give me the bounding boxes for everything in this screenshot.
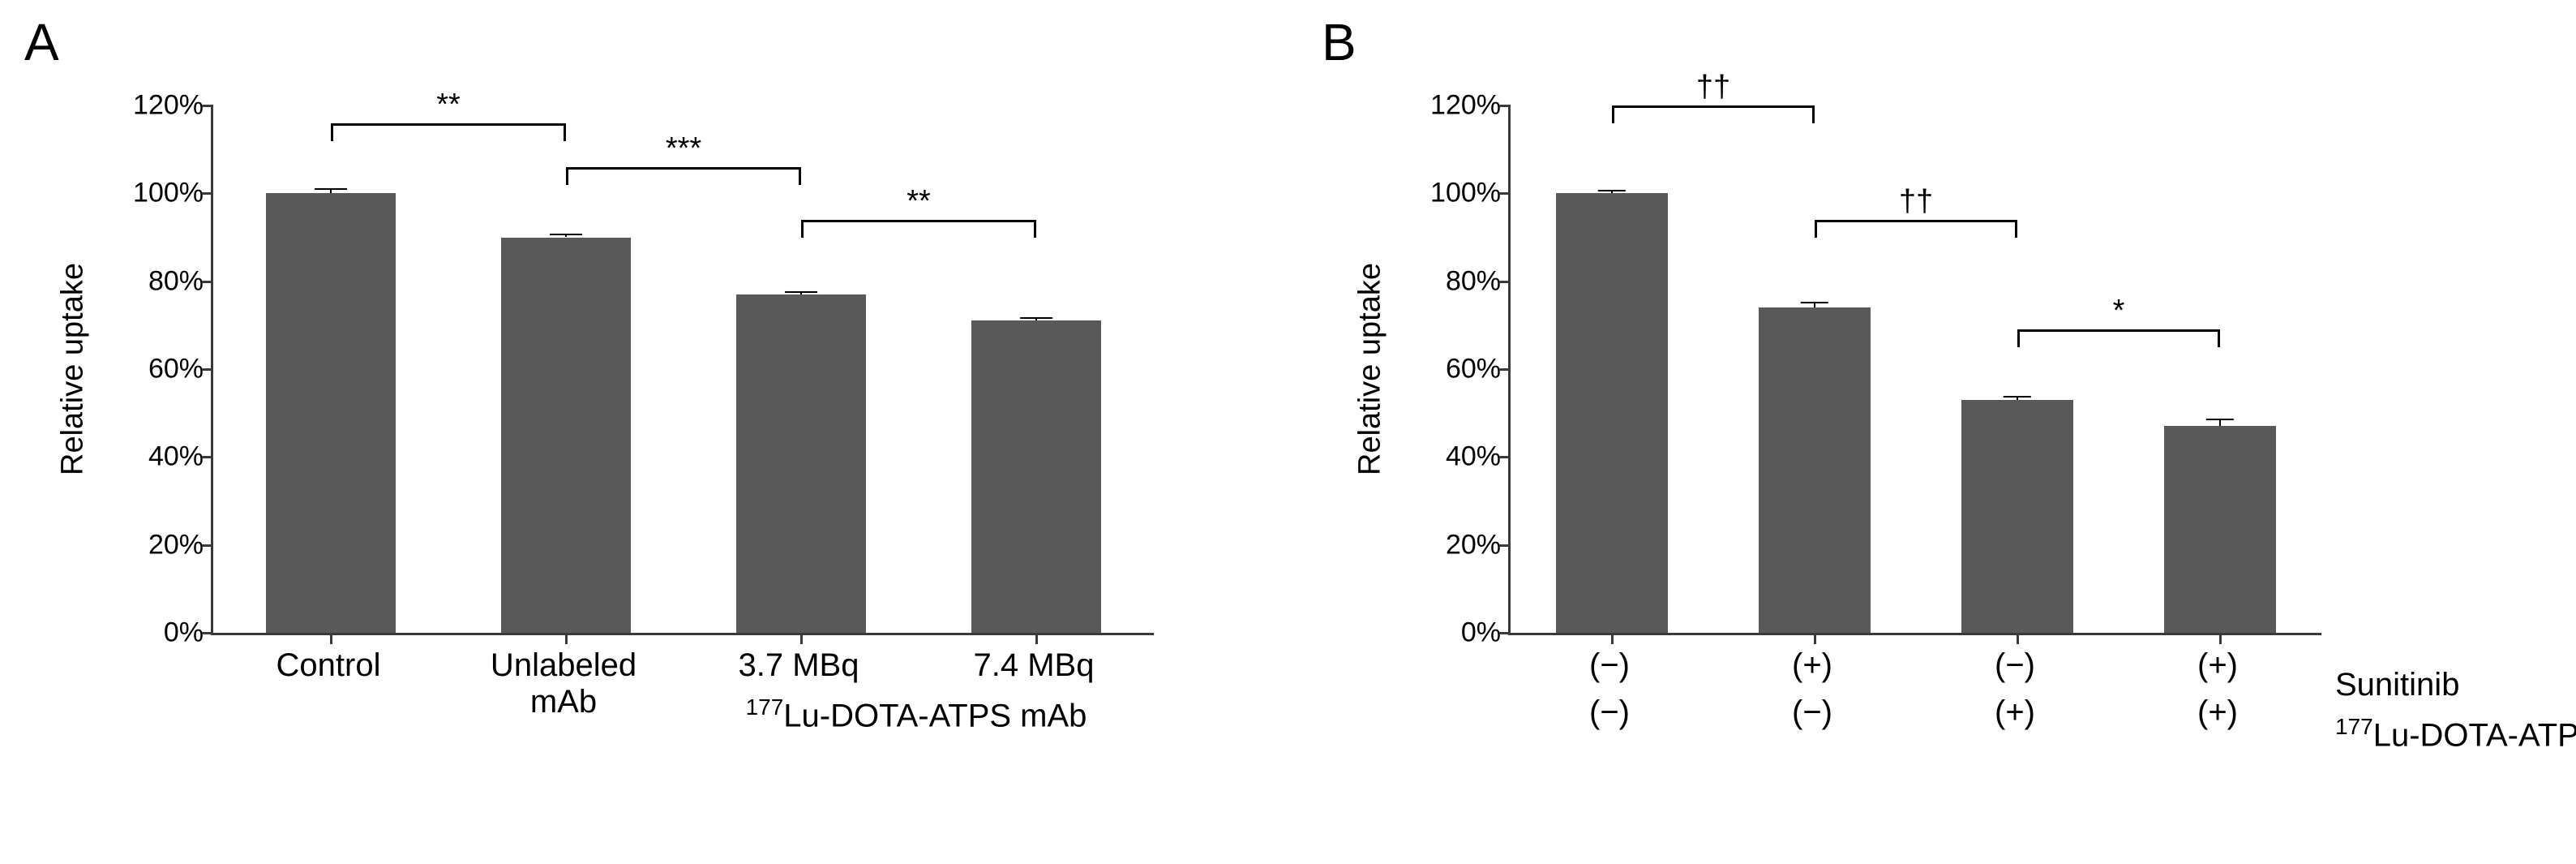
x-category-label: 7.4 MBq: [974, 647, 1095, 684]
y-tick-mark: [1499, 368, 1511, 371]
significance-label: **: [436, 88, 461, 123]
error-bar-cap: [1801, 302, 1828, 303]
x-category-row1: (+): [1792, 647, 1832, 684]
panel-b-ylabel: Relative uptake: [1353, 263, 1388, 475]
significance-label: ***: [666, 131, 701, 166]
error-bar-cap: [2206, 419, 2234, 420]
bar: [1961, 400, 2073, 633]
y-tick-mark: [1499, 105, 1511, 107]
x-category-label: UnlabeledmAb: [491, 647, 636, 720]
y-tick-mark: [202, 281, 213, 283]
y-tick-mark: [202, 456, 213, 458]
panel-b-chart: Relative uptake 0%20%40%60%80%100%120%††…: [1508, 105, 2319, 633]
x-category-label: 3.7 MBq: [739, 647, 859, 684]
panel-a-chart: Relative uptake 0%20%40%60%80%100%120%**…: [211, 105, 1151, 633]
x-category-row2: (−): [1589, 694, 1630, 731]
panel-a-xlabels: ControlUnlabeledmAb3.7 MBq7.4 MBq177Lu-D…: [211, 633, 1151, 647]
panel-b-row-label-sunitinib: Sunitinib: [2335, 667, 2459, 703]
bar: [266, 193, 396, 633]
x-category-row2: (−): [1792, 694, 1832, 731]
panel-b-row-label-lu: 177Lu-DOTA-ATPS mAb: [2335, 714, 2576, 754]
bar: [736, 294, 866, 633]
significance-label: ††: [1899, 184, 1933, 219]
error-bar-cap: [550, 234, 582, 235]
panel-a: A Relative uptake 0%20%40%60%80%100%120%…: [0, 0, 1281, 864]
y-tick-mark: [1499, 544, 1511, 547]
significance-label: **: [907, 184, 931, 219]
x-category-row1: (−): [1589, 647, 1630, 684]
panel-a-ylabel: Relative uptake: [56, 263, 91, 475]
x-category-row2: (+): [1995, 694, 2035, 731]
panel-b-xlabels: (−)(−)(+)(−)(−)(+)(+)(+): [1508, 633, 2319, 647]
x-category-label: Control: [276, 647, 381, 684]
bar: [2164, 426, 2276, 633]
y-tick-mark: [202, 192, 213, 195]
error-bar-cap: [1020, 317, 1052, 319]
y-tick-mark: [1499, 281, 1511, 283]
x-category-row1: (+): [2197, 647, 2238, 684]
panel-b: B Relative uptake 0%20%40%60%80%100%120%…: [1297, 0, 2576, 864]
x-category-row2: (+): [2197, 694, 2238, 731]
significance-label: *: [2113, 294, 2125, 329]
bar: [1556, 193, 1668, 633]
error-bar-cap: [315, 188, 347, 190]
error-bar-cap: [2004, 396, 2031, 398]
significance-label: ††: [1696, 70, 1730, 105]
x-group-label: 177Lu-DOTA-ATPS mAb: [746, 694, 1087, 734]
y-tick-mark: [1499, 192, 1511, 195]
panel-a-label: A: [24, 12, 59, 72]
y-tick-mark: [202, 544, 213, 547]
panel-b-label: B: [1322, 12, 1357, 72]
y-tick-mark: [202, 368, 213, 371]
y-tick-mark: [1499, 456, 1511, 458]
panel-a-plot-area: 0%20%40%60%80%100%120%*******: [211, 105, 1154, 635]
bar: [1759, 307, 1871, 633]
y-tick-mark: [202, 105, 213, 107]
bar: [501, 238, 631, 634]
figure: A Relative uptake 0%20%40%60%80%100%120%…: [0, 0, 2576, 864]
bar: [971, 320, 1101, 633]
error-bar-cap: [785, 291, 817, 293]
panel-b-plot-area: 0%20%40%60%80%100%120%††††*: [1508, 105, 2321, 635]
x-category-row1: (−): [1995, 647, 2035, 684]
error-bar-cap: [1598, 190, 1626, 191]
